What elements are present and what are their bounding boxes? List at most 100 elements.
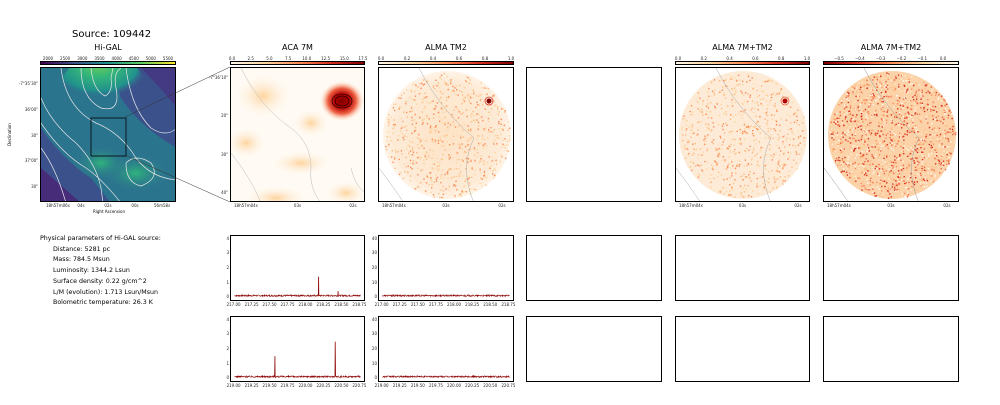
noise-pixel [477, 142, 480, 145]
noise-pixel [766, 108, 768, 110]
noise-pixel [715, 149, 718, 151]
noise-pixel [757, 193, 760, 195]
noise-pixel [739, 148, 741, 150]
noise-pixel [872, 186, 874, 188]
noise-pixel [846, 167, 848, 169]
noise-pixel [734, 93, 736, 95]
noise-pixel [412, 138, 414, 140]
noise-pixel [775, 150, 777, 153]
noise-pixel [793, 121, 796, 123]
noise-pixel [734, 138, 736, 141]
noise-pixel [443, 154, 445, 157]
noise-pixel [747, 75, 750, 78]
empty-spectrum-r1-c5 [823, 235, 959, 301]
noise-pixel [760, 90, 763, 92]
noise-pixel [743, 186, 745, 189]
noise-pixel [421, 82, 423, 85]
noise-pixel [902, 135, 905, 138]
noise-pixel [463, 152, 465, 154]
noise-pixel [930, 135, 932, 137]
noise-pixel [878, 142, 880, 144]
noise-pixel [947, 145, 949, 148]
noise-pixel [868, 123, 871, 126]
noise-pixel [855, 177, 858, 179]
noise-pixel [835, 120, 837, 123]
noise-pixel [905, 96, 908, 98]
noise-pixel [706, 148, 709, 150]
noise-pixel [431, 128, 433, 130]
noise-pixel [751, 159, 753, 161]
noise-pixel [939, 172, 941, 174]
noise-pixel [425, 190, 427, 192]
noise-pixel [684, 119, 687, 121]
noise-pixel [908, 88, 910, 90]
noise-pixel [688, 140, 690, 142]
colorbar-tick: 4500 [128, 56, 139, 61]
noise-pixel [832, 150, 834, 152]
noise-pixel [833, 121, 835, 123]
noise-pixel [868, 140, 870, 143]
noise-pixel [390, 116, 392, 119]
noise-pixel [760, 99, 762, 101]
noise-pixel [760, 86, 762, 89]
noise-pixel [752, 83, 754, 85]
noise-pixel [866, 131, 868, 133]
noise-pixel [483, 143, 485, 145]
noise-pixel [488, 91, 490, 93]
noise-pixel [889, 171, 891, 173]
noise-pixel [868, 84, 870, 86]
noise-pixel [469, 93, 472, 96]
colorbar-tick: 1.0 [507, 56, 515, 61]
noise-pixel [779, 165, 781, 167]
noise-pixel [502, 108, 504, 110]
noise-pixel [921, 158, 924, 161]
noise-pixel [893, 172, 895, 175]
noise-pixel [945, 156, 948, 159]
noise-pixel [477, 95, 480, 98]
noise-pixel [935, 153, 937, 155]
noise-pixel [414, 129, 417, 132]
noise-pixel [904, 133, 906, 135]
noise-pixel [920, 95, 922, 98]
noise-pixel [789, 109, 791, 111]
noise-pixel [861, 185, 863, 187]
noise-pixel [860, 116, 862, 118]
noise-pixel [681, 128, 684, 131]
noise-pixel [906, 130, 909, 132]
noise-pixel [888, 73, 890, 75]
noise-pixel [859, 124, 861, 126]
noise-pixel [800, 148, 803, 151]
noise-pixel [874, 132, 877, 134]
noise-pixel [852, 176, 854, 178]
noise-pixel [780, 118, 782, 121]
noise-pixel [428, 155, 430, 157]
noise-pixel [880, 130, 882, 132]
noise-pixel [849, 110, 851, 112]
noise-pixel [773, 184, 776, 186]
noise-pixel [741, 142, 743, 144]
noise-pixel [713, 113, 715, 115]
noise-pixel [876, 140, 878, 142]
noise-pixel [708, 95, 710, 97]
noise-pixel [865, 116, 867, 118]
noise-pixel [724, 159, 726, 161]
noise-pixel [865, 118, 867, 121]
noise-pixel [765, 114, 768, 116]
noise-pixel [726, 107, 728, 109]
noise-pixel [403, 163, 406, 165]
noise-pixel [858, 109, 860, 112]
noise-pixel [739, 163, 741, 166]
noise-pixel [913, 103, 915, 105]
spectrum-xtick: 218.75 [501, 302, 516, 307]
noise-pixel [718, 123, 721, 125]
noise-pixel [908, 124, 911, 127]
noise-pixel [743, 111, 745, 114]
noise-pixel [453, 183, 455, 186]
noise-pixel [419, 93, 421, 95]
noise-pixel [429, 149, 431, 151]
noise-pixel [416, 89, 418, 91]
spectrum-ytick: 3 [226, 250, 229, 256]
noise-pixel [440, 173, 443, 176]
noise-pixel [804, 143, 806, 146]
noise-pixel [874, 180, 877, 183]
